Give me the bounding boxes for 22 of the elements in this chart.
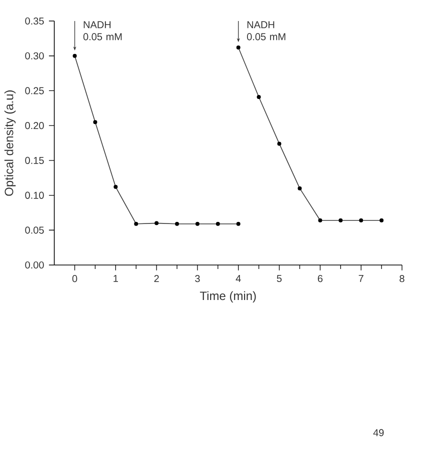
y-axis-title: Optical density (a.u): [4, 90, 16, 196]
annotation: NADH 0.05 mM: [246, 21, 286, 40]
y-tick-label: 0.35: [25, 17, 44, 25]
annotation: NADH 0.05 mM: [83, 21, 122, 40]
y-tick-label: 0.15: [25, 156, 44, 164]
x-tick-label: 2: [154, 275, 159, 282]
x-axis-title: Time (min): [200, 291, 256, 302]
x-tick-label: 3: [194, 275, 200, 282]
x-tick-label: 0: [72, 275, 77, 282]
y-tick-label: 0.20: [25, 122, 44, 130]
y-tick-label: 0.05: [25, 226, 44, 234]
y-tick-label: 0.10: [25, 192, 44, 199]
x-tick-label: 7: [358, 275, 364, 282]
x-tick-label: 8: [400, 275, 404, 282]
y-tick-label: 0.30: [25, 52, 44, 60]
y-tick-label: 0.25: [25, 87, 44, 94]
text: 49: [373, 429, 384, 436]
x-tick-label: 5: [276, 275, 282, 282]
x-tick-label: 6: [318, 275, 322, 282]
x-tick-label: 1: [113, 275, 118, 282]
y-tick-label: 0.00: [25, 261, 44, 269]
x-tick-label: 4: [236, 275, 241, 282]
